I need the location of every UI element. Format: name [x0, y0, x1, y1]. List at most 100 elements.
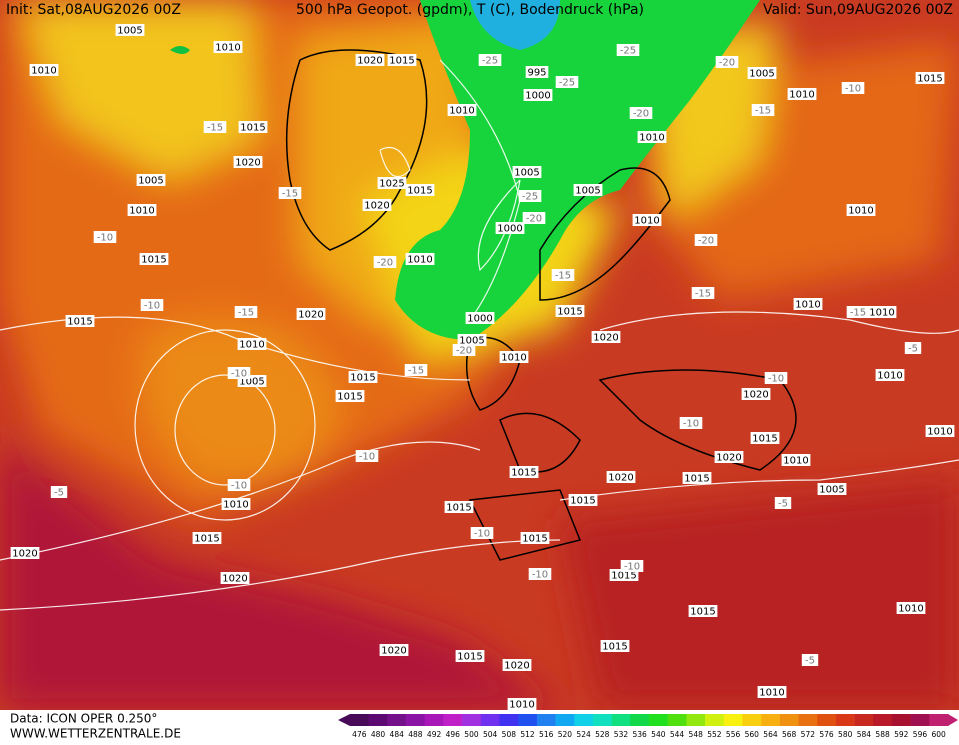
- colorbar-cell: [779, 714, 799, 726]
- temperature-label-box: [528, 568, 552, 580]
- pressure-label: 1020: [593, 333, 618, 344]
- pressure-label-box: [10, 547, 40, 559]
- pressure-label: 1010: [898, 604, 923, 615]
- colorbar-label: 524: [576, 730, 591, 739]
- temperature-label-box: [518, 190, 542, 202]
- pressure-label: 1015: [389, 56, 414, 67]
- temperature-label: -20: [698, 236, 714, 247]
- pressure-label: 1015: [602, 642, 627, 653]
- colorbar-label: 556: [726, 730, 741, 739]
- colorbar-label: 588: [875, 730, 890, 739]
- temperature-label: -10: [231, 369, 247, 380]
- colorbar-cell: [705, 714, 725, 726]
- pressure-label-box: [632, 214, 662, 226]
- pressure-label: 1010: [759, 688, 784, 699]
- temperature-label: -20: [633, 109, 649, 120]
- pressure-label: 1010: [789, 90, 814, 101]
- pressure-label: 1015: [511, 468, 536, 479]
- temperature-label-box: [93, 231, 117, 243]
- map-labels: 1005 1010 1010 1020 1015 1010 995 1000 1005 1010 1…: [10, 24, 955, 711]
- pressure-label: 1000: [525, 91, 550, 102]
- colorbar-cell: [611, 714, 631, 726]
- pressure-label: 1010: [877, 371, 902, 382]
- colorbar-label: 576: [819, 730, 834, 739]
- temperature-label-box: [373, 256, 397, 268]
- temperature-label-box: [404, 364, 428, 376]
- pressure-label-box: [296, 308, 326, 320]
- pressure-label: 1010: [129, 206, 154, 217]
- colorbar-cell: [462, 714, 482, 726]
- pressure-label-box: [682, 472, 712, 484]
- pressure-label: 1025: [379, 179, 404, 190]
- pressure-label-box: [499, 351, 529, 363]
- pressure-label: 1020: [364, 201, 389, 212]
- colorbar-cell: [499, 714, 519, 726]
- pressure-label-box: [127, 204, 157, 216]
- pressure-label-box: [525, 66, 549, 78]
- pressure-label: 1020: [743, 390, 768, 401]
- colorbar-label: 592: [894, 730, 909, 739]
- temperature-label-box: [234, 306, 258, 318]
- pressure-label-box: [335, 390, 365, 402]
- temperature-label: -10: [359, 452, 375, 463]
- pressure-label-box: [915, 72, 945, 84]
- colorbar-cell: [630, 714, 650, 726]
- pressure-label-box: [509, 466, 539, 478]
- pressure-label: 1020: [222, 574, 247, 585]
- temperature-label: -5: [805, 656, 815, 667]
- temperature-label-box: [751, 104, 775, 116]
- temperature-label: -10: [624, 562, 640, 573]
- temperature-label: -10: [474, 529, 490, 540]
- pressure-label: 1005: [514, 168, 539, 179]
- pressure-label: 1010: [795, 300, 820, 311]
- colorbar-label: 500: [464, 730, 479, 739]
- map-background: [0, 0, 959, 710]
- site-name: WWW.WETTERZENTRALE.DE: [10, 727, 181, 741]
- temperature-label: -5: [908, 344, 918, 355]
- pressure-label: 1000: [497, 224, 522, 235]
- temperature-label: -10: [845, 84, 861, 95]
- temperature-label: -10: [231, 481, 247, 492]
- colorbar-label: 520: [558, 730, 573, 739]
- pressure-label-box: [750, 432, 780, 444]
- colorbar-label: 568: [782, 730, 797, 739]
- colorbar-cell: [518, 714, 538, 726]
- pressure-label-box: [455, 650, 485, 662]
- pressure-label-box: [447, 104, 477, 116]
- pressure-label-box: [465, 312, 495, 324]
- pressure-label-box: [444, 501, 474, 513]
- pressure-label: 1015: [141, 255, 166, 266]
- temperature-label: -10: [144, 301, 160, 312]
- temperature-label-box: [904, 342, 922, 354]
- pressure-label-box: [379, 644, 409, 656]
- temperature-label: -15: [850, 308, 866, 319]
- pressure-label-box: [637, 131, 667, 143]
- colorbar-cell: [891, 714, 911, 726]
- colorbar-label: 528: [595, 730, 610, 739]
- pressure-label: 1015: [67, 317, 92, 328]
- temperature-label: -15: [282, 189, 298, 200]
- temperature-label-box: [522, 212, 546, 224]
- temperature-label: -25: [559, 78, 575, 89]
- pressure-label: 1015: [611, 571, 636, 582]
- pressure-label: 1010: [239, 340, 264, 351]
- pressure-label-box: [867, 306, 897, 318]
- colorbar-cell: [649, 714, 668, 726]
- pressure-label: 1010: [869, 308, 894, 319]
- pressure-label-box: [573, 184, 603, 196]
- pressure-label-box: [495, 222, 525, 234]
- colorbar-cell: [686, 714, 706, 726]
- pressure-label-box: [793, 298, 823, 310]
- pressure-label: 1010: [31, 66, 56, 77]
- pressure-label-box: [606, 471, 636, 483]
- pressure-label: 1015: [684, 474, 709, 485]
- pressure-label: 1010: [501, 353, 526, 364]
- pressure-label-box: [568, 494, 598, 506]
- colorbar-label: 600: [931, 730, 946, 739]
- temperature-label: -5: [54, 488, 64, 499]
- colorbar-label: 512: [520, 730, 535, 739]
- pressure-label: 1020: [298, 310, 323, 321]
- colorbar-cell: [817, 714, 837, 726]
- colorbar-label: 584: [857, 730, 872, 739]
